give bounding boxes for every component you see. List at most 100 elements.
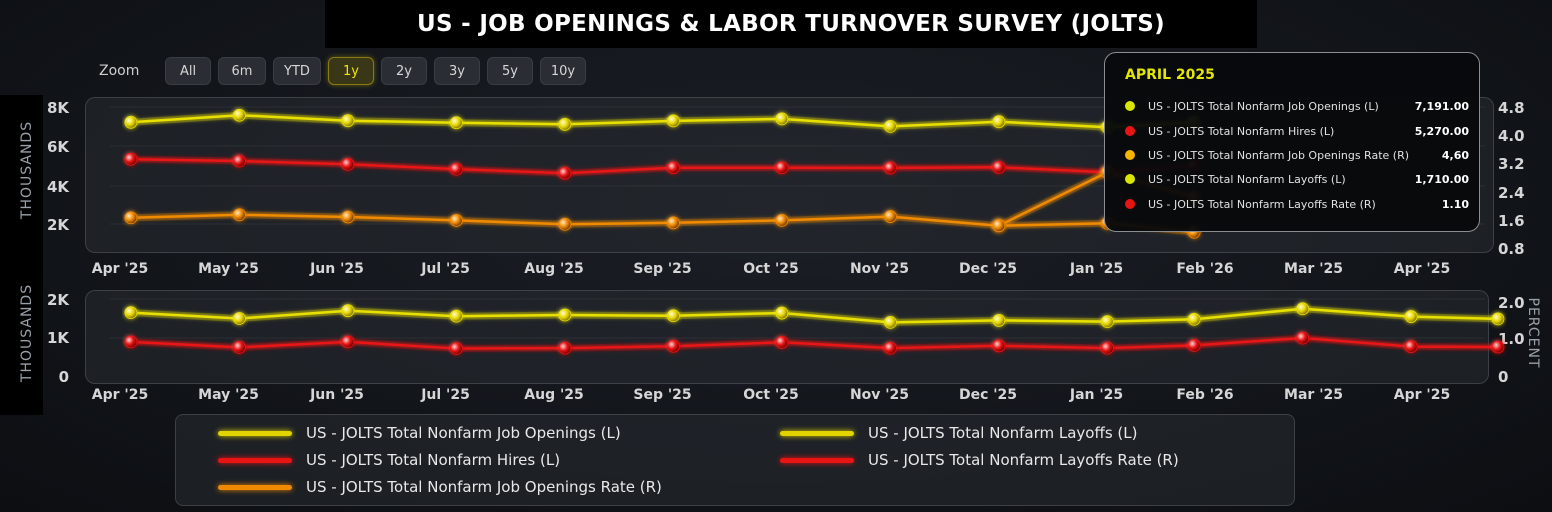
y-tick-label-left: 6K [47,138,70,156]
data-point [341,210,355,224]
data-point [232,340,246,354]
tooltip-row-label: US - JOLTS Total Nonfarm Layoffs Rate (R… [1148,197,1376,211]
data-point [1187,312,1201,326]
zoom-1y-button[interactable]: 1y [328,57,374,85]
title-band: US - JOB OPENINGS & LABOR TURNOVER SURVE… [325,0,1257,48]
data-point [775,214,789,227]
tooltip-row-value: 1,710.00 [1414,172,1469,186]
data-point [232,108,246,122]
data-point [1491,340,1505,354]
x-tick-label: Aug '25 [524,387,583,403]
tooltip-row: US - JOLTS Total Nonfarm Hires (L) 5,270… [1125,121,1469,141]
series-line [130,336,1498,350]
legend-swatch-icon [780,430,854,436]
data-point [341,304,355,318]
series-line [130,307,1498,324]
data-point [341,335,355,349]
y-tick-label-right: 4.0 [1498,127,1525,145]
data-point [1491,312,1505,326]
y-tick-label-left: 2K [47,216,70,234]
x-tick-label: Aug '25 [524,261,583,277]
data-point [1404,340,1418,353]
y-tick-label-right: 1.6 [1498,212,1525,230]
data-point [992,339,1006,353]
data-point [883,315,897,329]
legend-label: US - JOLTS Total Nonfarm Hires (L) [306,451,561,469]
zoom-all-button[interactable]: All [165,57,211,85]
x-tick-label: Nov '25 [850,261,909,277]
legend-swatch-icon [218,457,292,463]
data-point [124,306,138,320]
legend-label: US - JOLTS Total Nonfarm Layoffs (L) [868,424,1138,442]
data-point [449,342,463,355]
data-point [775,335,789,349]
tooltip-row-value: 7,191.00 [1414,99,1469,113]
tooltip-row: US - JOLTS Total Nonfarm Layoffs Rate (R… [1125,194,1469,214]
y-tick-label-right: 4.8 [1498,99,1525,117]
data-point [666,161,680,175]
data-point [558,341,572,355]
x-tick-label: May '25 [198,261,259,277]
x-tick-label: Sep '25 [633,261,691,277]
data-point [449,214,463,227]
data-point [992,314,1006,327]
x-tick-label: Dec '25 [959,261,1017,277]
y-tick-label-right: 0.8 [1498,240,1525,258]
y-tick-label-left: 4K [47,178,70,196]
page-title: US - JOB OPENINGS & LABOR TURNOVER SURVE… [417,11,1165,37]
data-point [124,335,138,349]
data-point [1100,315,1114,329]
data-point [449,162,463,176]
data-point [1296,331,1310,345]
y-tick-label-right: 2.4 [1498,184,1525,202]
legend-item-layoffs-rate[interactable]: US - JOLTS Total Nonfarm Layoffs Rate (R… [780,449,1179,471]
zoom-10y-button[interactable]: 10y [540,57,586,85]
tooltip-row: US - JOLTS Total Nonfarm Job Openings Ra… [1125,145,1469,165]
legend: US - JOLTS Total Nonfarm Job Openings (L… [175,414,1295,506]
tooltip-title: APRIL 2025 [1125,67,1215,83]
legend-swatch-icon [780,457,854,463]
y-tick-label-right: 0 [1498,368,1508,386]
x-tick-label: Apr '25 [1394,261,1450,277]
zoom-5y-button[interactable]: 5y [487,57,533,85]
data-point [558,166,572,180]
zoom-3y-button[interactable]: 3y [434,57,480,85]
data-point [449,116,463,130]
x-tick-label: Jun '25 [309,261,364,277]
upper-series [124,108,1201,239]
legend-label: US - JOLTS Total Nonfarm Job Openings Ra… [306,478,662,496]
zoom-6m-button[interactable]: 6m [218,57,266,85]
y-tick-label-left: 1K [47,329,70,347]
series-dot-icon [1125,101,1135,111]
data-point [232,154,246,168]
data-point [449,309,463,323]
legend-item-job-openings[interactable]: US - JOLTS Total Nonfarm Job Openings (L… [218,422,621,444]
x-tick-label: Sep '25 [633,387,691,403]
data-point [558,117,572,131]
lower-grid [110,298,1485,339]
series-dot-icon [1125,150,1135,160]
tooltip-row-label: US - JOLTS Total Nonfarm Hires (L) [1148,124,1335,138]
data-point [1187,339,1201,352]
legend-item-layoffs[interactable]: US - JOLTS Total Nonfarm Layoffs (L) [780,422,1137,444]
data-point [124,115,138,129]
zoom-2y-button[interactable]: 2y [381,57,427,85]
lower-ticks: Apr '25 May '25 Jun '25 Jul '25 Aug '25 Sep '… [47,291,1525,403]
legend-item-hires[interactable]: US - JOLTS Total Nonfarm Hires (L) [218,449,560,471]
lower-series [124,302,1505,355]
x-tick-label: Oct '25 [743,387,799,403]
data-point [341,114,355,128]
y-tick-label-right: 1.0 [1498,330,1525,348]
data-point [992,115,1006,129]
tooltip-row-value: 1.10 [1441,197,1469,211]
legend-swatch-icon [218,484,292,490]
x-tick-label: May '25 [198,387,259,403]
series-dot-icon [1125,174,1135,184]
tooltip-row-label: US - JOLTS Total Nonfarm Job Openings (L… [1148,99,1379,113]
legend-item-job-openings-rate[interactable]: US - JOLTS Total Nonfarm Job Openings Ra… [218,476,662,498]
x-tick-label: Apr '25 [92,387,148,403]
zoom-ytd-button[interactable]: YTD [273,57,321,85]
legend-label: US - JOLTS Total Nonfarm Layoffs Rate (R… [868,451,1179,469]
series-dot-icon [1125,199,1135,209]
